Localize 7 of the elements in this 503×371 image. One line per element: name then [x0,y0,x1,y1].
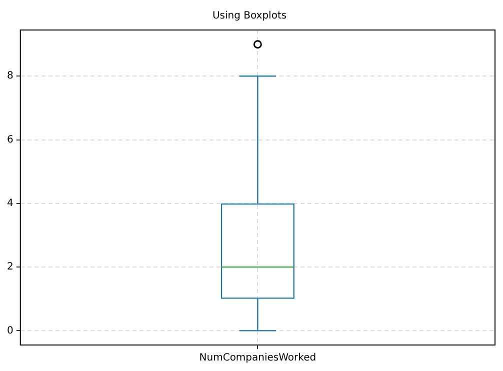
y-tick-label: 0 [6,325,14,336]
y-tick-label: 6 [6,134,14,146]
y-tick-label: 2 [6,262,14,273]
y-tick-label: 8 [6,70,14,82]
chart-title: Using Boxplots [212,10,287,22]
y-tick-label: 4 [6,198,14,210]
x-tick-label: NumCompaniesWorked [199,352,316,364]
